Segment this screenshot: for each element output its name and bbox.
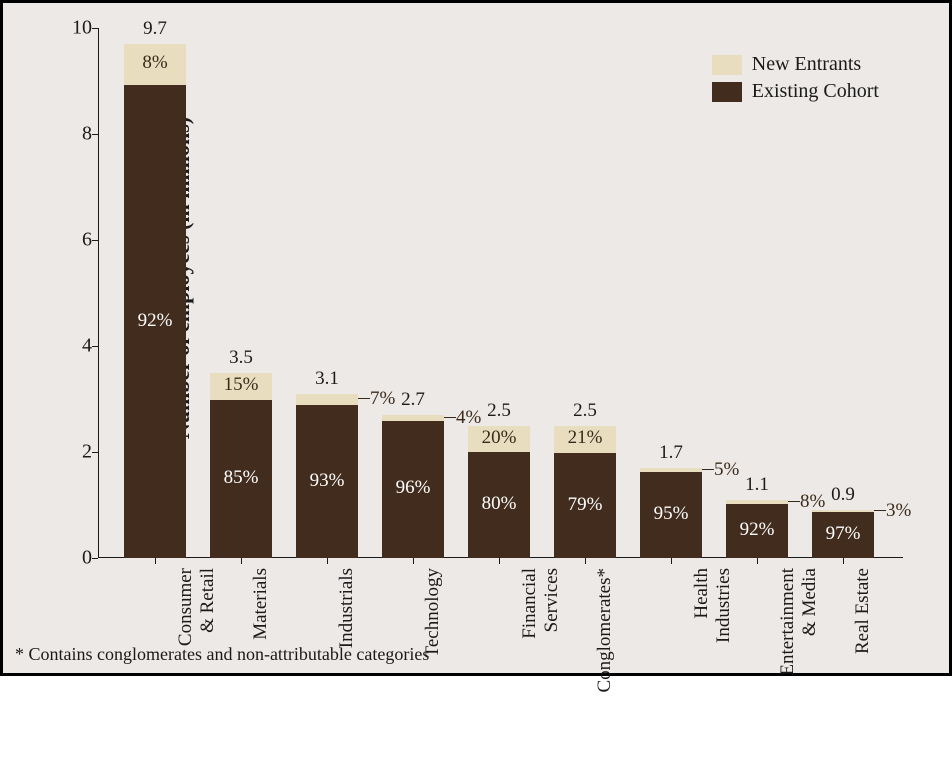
legend-swatch bbox=[712, 55, 742, 75]
bar-group: 92%8%1.1 bbox=[726, 500, 788, 558]
bar-pct-existing: 96% bbox=[382, 477, 444, 499]
leader-line bbox=[444, 417, 456, 418]
plot-area: 92%8%9.785%15%3.593%7%3.196%4%2.780%20%2… bbox=[98, 28, 903, 558]
y-tick-mark bbox=[92, 28, 98, 29]
bars-container: 92%8%9.785%15%3.593%7%3.196%4%2.780%20%2… bbox=[98, 28, 903, 558]
bar-pct-new: 8% bbox=[124, 52, 186, 74]
x-axis-label: Real Estate bbox=[852, 568, 874, 768]
x-axis-label: Consumer& Retail bbox=[175, 568, 219, 768]
bar-total-label: 3.5 bbox=[210, 347, 272, 369]
bar-pct-new: 20% bbox=[468, 427, 530, 449]
bar-segment-new bbox=[382, 415, 444, 421]
leader-line bbox=[702, 469, 714, 470]
leader-line bbox=[358, 398, 370, 399]
x-axis-label: FinancialServices bbox=[519, 568, 563, 768]
bar-group: 96%4%2.7 bbox=[382, 415, 444, 558]
x-axis-labels: Consumer& RetailMaterialsIndustrialsTech… bbox=[98, 563, 903, 653]
bar-total-label: 9.7 bbox=[124, 18, 186, 40]
x-axis-label: HealthIndustries bbox=[691, 568, 735, 768]
bar-total-label: 2.5 bbox=[468, 400, 530, 422]
bar-group: 92%8%9.7 bbox=[124, 44, 186, 558]
bar-pct-new: 15% bbox=[210, 374, 272, 396]
y-tick-label: 4 bbox=[82, 335, 92, 358]
bar-group: 93%7%3.1 bbox=[296, 394, 358, 558]
bar-pct-new: 3% bbox=[886, 500, 911, 522]
y-tick-label: 10 bbox=[72, 17, 92, 40]
y-tick-mark bbox=[92, 346, 98, 347]
bar-total-label: 2.7 bbox=[382, 389, 444, 411]
chart-frame: Number of employees (in millions) 024681… bbox=[0, 0, 952, 676]
bar-group: 80%20%2.5 bbox=[468, 426, 530, 559]
bar-pct-existing: 92% bbox=[726, 519, 788, 541]
legend-item: New Entrants bbox=[712, 53, 879, 76]
bar-pct-existing: 92% bbox=[124, 310, 186, 332]
x-axis-label: Technology bbox=[422, 568, 444, 768]
x-axis-label: Industrials bbox=[336, 568, 358, 768]
legend: New Entrants Existing Cohort bbox=[712, 53, 879, 107]
bar-pct-existing: 93% bbox=[296, 470, 358, 492]
legend-label: Existing Cohort bbox=[752, 80, 879, 103]
bar-total-label: 3.1 bbox=[296, 368, 358, 390]
y-tick-mark bbox=[92, 558, 98, 559]
x-axis-label: Conglomerates* bbox=[594, 568, 616, 768]
x-axis-label: Materials bbox=[250, 568, 272, 768]
bar-group: 95%5%1.7 bbox=[640, 468, 702, 558]
bar-segment-new bbox=[640, 468, 702, 473]
y-tick-label: 2 bbox=[82, 441, 92, 464]
legend-item: Existing Cohort bbox=[712, 80, 879, 103]
legend-swatch bbox=[712, 82, 742, 102]
bar-group: 97%3%0.9 bbox=[812, 510, 874, 558]
bar-pct-existing: 85% bbox=[210, 467, 272, 489]
bar-pct-existing: 79% bbox=[554, 494, 616, 516]
bar-pct-existing: 80% bbox=[468, 493, 530, 515]
bar-total-label: 0.9 bbox=[812, 484, 874, 506]
legend-label: New Entrants bbox=[752, 53, 861, 76]
bar-segment-new bbox=[726, 500, 788, 505]
bar-total-label: 1.1 bbox=[726, 474, 788, 496]
bar-group: 79%21%2.5 bbox=[554, 426, 616, 559]
y-tick-label: 8 bbox=[82, 123, 92, 146]
y-tick-mark bbox=[92, 240, 98, 241]
bar-pct-new: 21% bbox=[554, 427, 616, 449]
y-tick-label: 6 bbox=[82, 229, 92, 252]
bar-pct-existing: 95% bbox=[640, 503, 702, 525]
x-axis-label: Entertainment& Media bbox=[777, 568, 821, 768]
y-tick-mark bbox=[92, 134, 98, 135]
bar-total-label: 2.5 bbox=[554, 400, 616, 422]
footnote: * Contains conglomerates and non-attribu… bbox=[15, 644, 429, 665]
leader-line bbox=[874, 510, 886, 511]
y-tick-label: 0 bbox=[82, 547, 92, 570]
bar-total-label: 1.7 bbox=[640, 442, 702, 464]
bar-segment-new bbox=[812, 510, 874, 511]
leader-line bbox=[788, 501, 800, 502]
bar-pct-existing: 97% bbox=[812, 523, 874, 545]
y-axis-ticks: 0246810 bbox=[63, 28, 98, 558]
bar-group: 85%15%3.5 bbox=[210, 373, 272, 559]
bar-segment-new bbox=[296, 394, 358, 406]
y-tick-mark bbox=[92, 452, 98, 453]
